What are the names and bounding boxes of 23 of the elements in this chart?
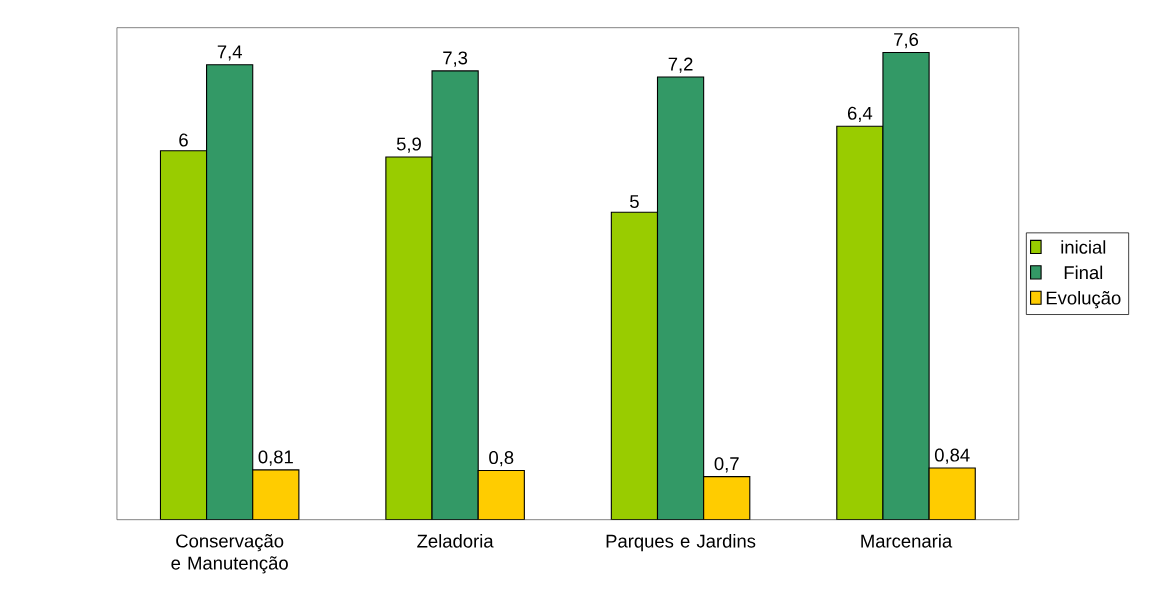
x-tick-label: Zeladoria xyxy=(417,534,494,548)
x-tick-label: Conservação e Manutenção xyxy=(171,534,288,574)
data-label: 7,3 xyxy=(443,51,468,67)
bar xyxy=(159,150,208,520)
legend-label: Evolução xyxy=(1046,290,1121,309)
legend-label: inicial xyxy=(1061,240,1106,254)
data-label: 7,2 xyxy=(668,57,693,73)
legend-label: Final xyxy=(1064,265,1103,280)
data-label: 6 xyxy=(179,133,188,147)
bar xyxy=(836,125,884,520)
data-label: 0,7 xyxy=(714,457,739,473)
bar xyxy=(610,211,659,520)
data-label: 7,6 xyxy=(894,32,919,49)
data-label: 0,84 xyxy=(934,448,970,464)
x-tick-label: Marcenaria xyxy=(861,534,953,548)
data-label: 5 xyxy=(630,195,639,209)
x-tick-label: Parques e Jardins xyxy=(606,534,756,552)
bar xyxy=(385,156,433,520)
data-label: 6,4 xyxy=(847,106,873,122)
data-label: 5,9 xyxy=(396,137,421,153)
data-label: 7,4 xyxy=(217,45,242,61)
data-label: 0,81 xyxy=(258,450,293,466)
data-label: 0,8 xyxy=(489,451,514,467)
